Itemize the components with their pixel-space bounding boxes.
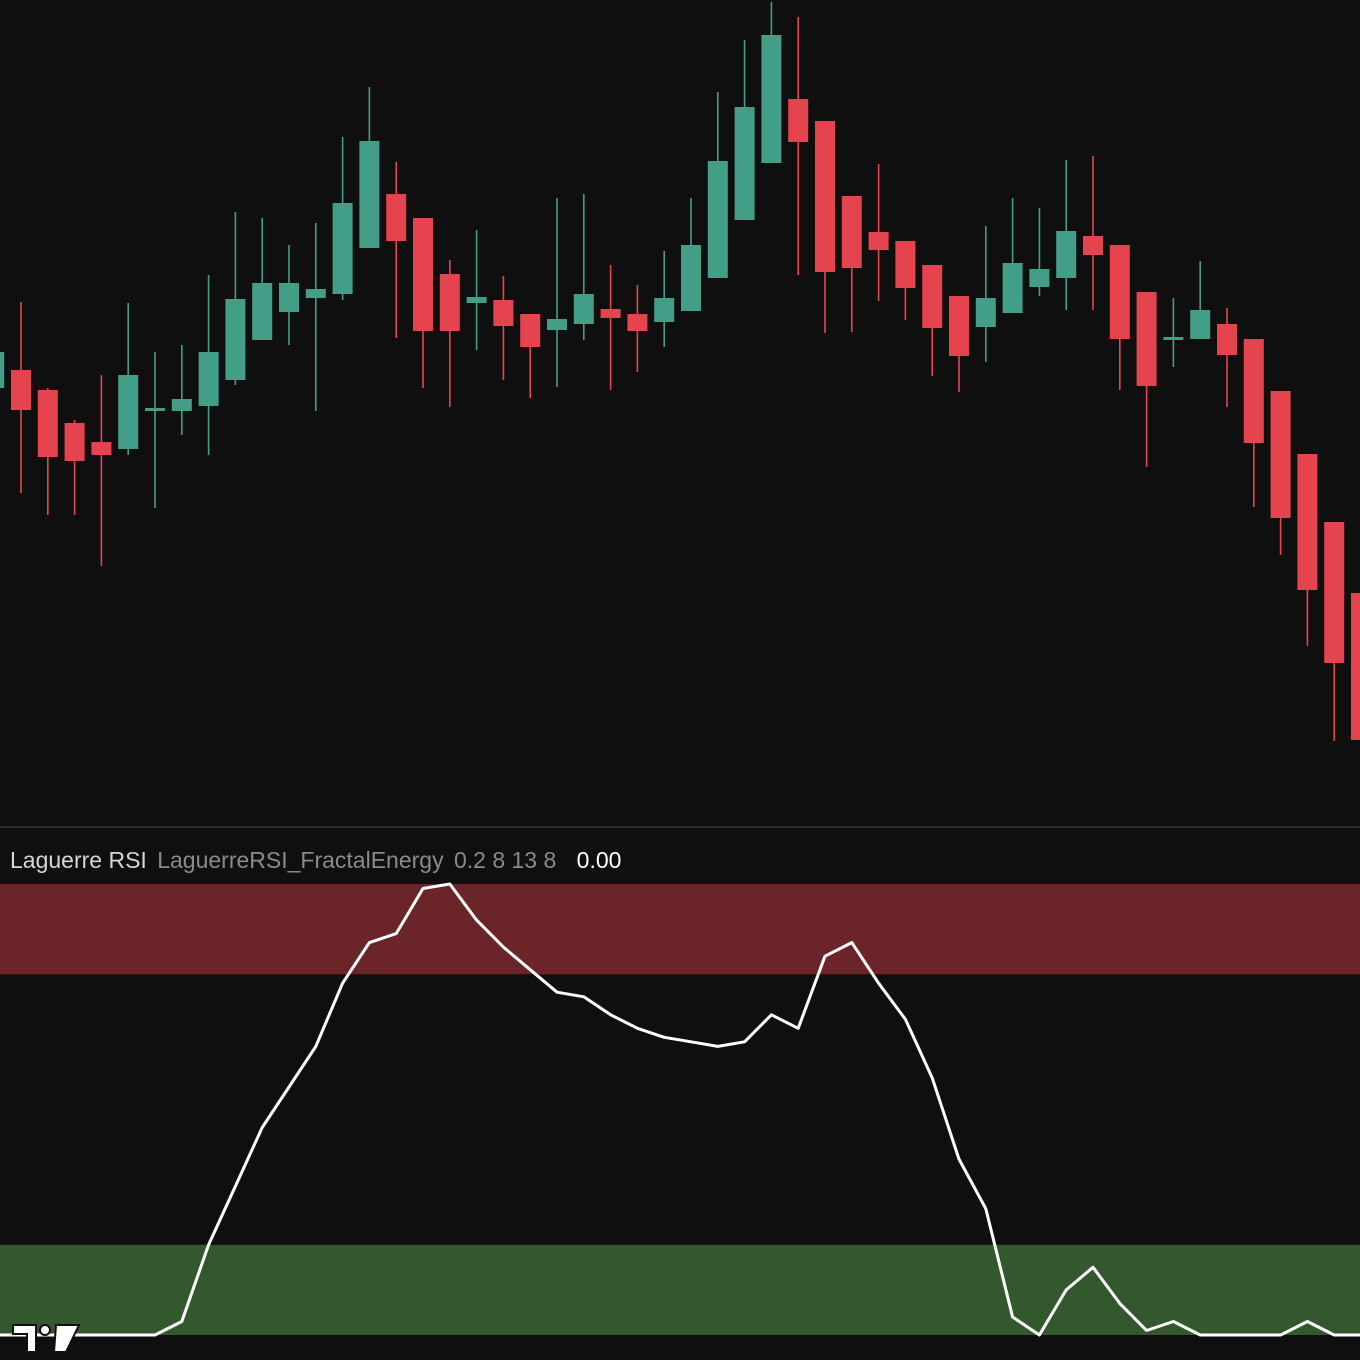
candle-body <box>975 298 996 327</box>
candle-body <box>707 161 728 278</box>
candle-body <box>439 274 460 331</box>
candle-body <box>145 408 165 411</box>
candle-body <box>0 352 5 388</box>
candle-body <box>359 141 380 248</box>
candle-body <box>171 399 192 411</box>
candle-body <box>681 245 701 311</box>
candle-body <box>547 319 567 330</box>
candle-body <box>305 289 326 298</box>
candle-body <box>1056 231 1077 278</box>
candle-body <box>949 296 969 356</box>
candle-body <box>279 283 299 312</box>
candle-body <box>895 241 916 288</box>
indicator-inputs: 0.2 8 13 8 <box>454 847 556 873</box>
candle-body <box>118 375 139 449</box>
candle-body <box>627 314 648 331</box>
candle-body <box>1297 454 1318 590</box>
zone <box>0 1244 1360 1335</box>
candle-body <box>1002 263 1023 313</box>
candle-body <box>734 107 755 220</box>
candle-body <box>1190 310 1211 339</box>
indicator-value: 0.00 <box>577 847 622 873</box>
legend: Laguerre RSI LaguerreRSI_FractalEnergy 0… <box>10 847 621 873</box>
candle-body <box>1163 337 1184 340</box>
candle-body <box>761 35 782 163</box>
candle-body <box>11 370 31 410</box>
candle-body <box>922 265 943 328</box>
candle-body <box>225 299 246 380</box>
candle-body <box>91 442 112 455</box>
candle-body <box>573 294 594 324</box>
indicator-title: Laguerre RSI <box>10 847 147 873</box>
candle-body <box>1324 522 1345 663</box>
candle-body <box>815 121 835 272</box>
candle-body <box>868 232 889 250</box>
rsi-line <box>0 882 1360 1337</box>
candle-body <box>332 203 353 294</box>
candle-body <box>1029 269 1050 287</box>
candle-body <box>1270 391 1291 518</box>
zone <box>0 884 1360 975</box>
candle-body <box>64 423 85 461</box>
candle-body <box>386 194 407 241</box>
candle-body <box>654 298 675 322</box>
candle-body <box>600 309 621 318</box>
candle-body <box>413 218 433 331</box>
candle-body <box>466 297 487 303</box>
candle-body <box>1109 245 1130 339</box>
candle-body <box>841 196 862 268</box>
candle-body <box>1083 236 1103 255</box>
candle-body <box>1243 339 1264 443</box>
candle-body <box>1217 324 1237 355</box>
candle-body <box>788 99 809 142</box>
candle-body <box>520 314 541 347</box>
candle-body <box>252 283 273 340</box>
candle-body <box>1351 593 1360 740</box>
candle-body <box>198 352 219 406</box>
logo <box>12 1324 81 1353</box>
candle-body <box>37 390 58 457</box>
candle-body <box>493 300 514 326</box>
indicator-script: LaguerreRSI_FractalEnergy <box>157 847 444 873</box>
candle-body <box>1136 292 1157 386</box>
